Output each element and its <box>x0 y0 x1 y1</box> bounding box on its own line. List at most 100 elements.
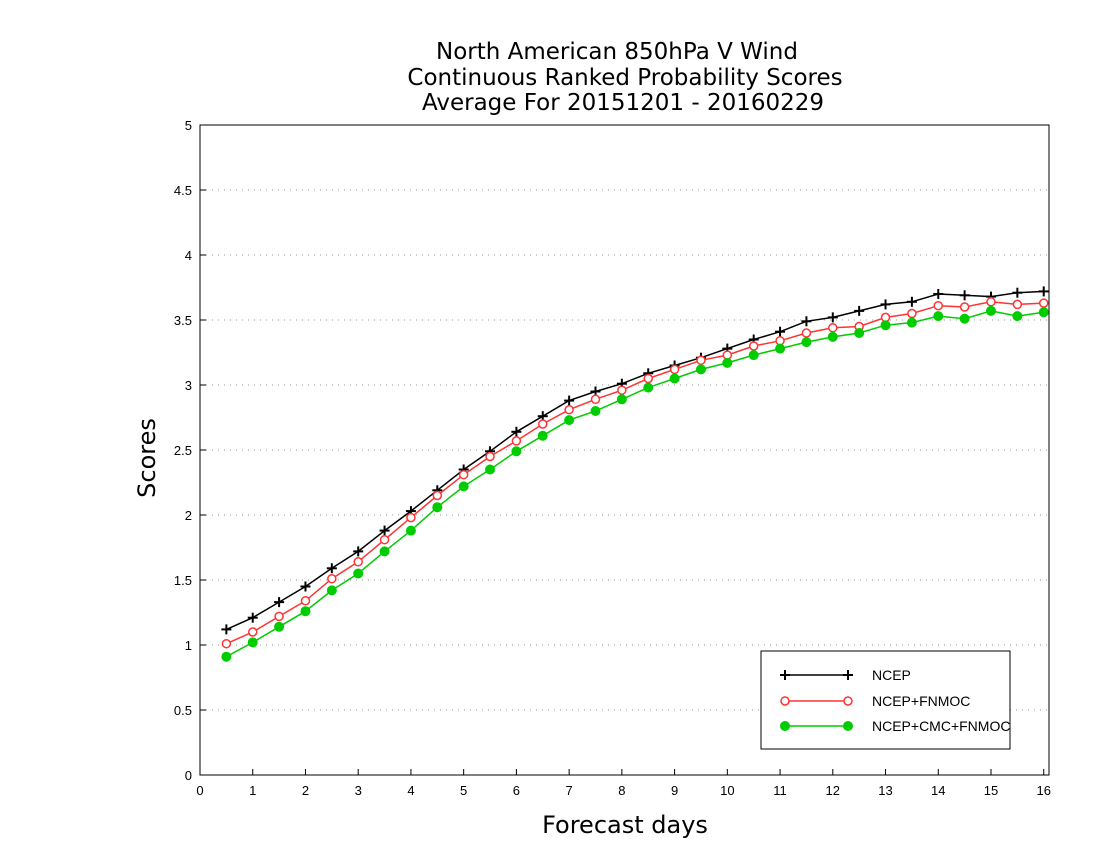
data-point <box>458 469 469 480</box>
y-tick-label: 4.5 <box>174 183 192 198</box>
data-point <box>564 415 575 426</box>
data-point <box>327 573 337 584</box>
x-tick-label: 13 <box>878 783 892 798</box>
data-point <box>537 430 548 441</box>
data-point <box>300 596 311 606</box>
data-point <box>353 568 364 579</box>
title-line-1: North American 850hPa V Wind <box>436 39 798 65</box>
y-tick-label: 2 <box>185 508 192 523</box>
data-point <box>775 326 786 337</box>
data-point <box>959 313 970 324</box>
data-point <box>617 385 627 395</box>
y-tick-label: 5 <box>185 118 192 133</box>
data-point <box>827 312 838 323</box>
x-axis-label: Forecast days <box>542 811 708 839</box>
data-point <box>616 394 627 405</box>
x-tick-label: 3 <box>355 783 362 798</box>
data-point <box>379 525 390 536</box>
data-point <box>564 404 574 415</box>
y-tick-label: 1 <box>185 638 192 653</box>
data-point <box>801 316 812 327</box>
data-point <box>985 305 996 316</box>
data-point <box>247 612 258 623</box>
y-tick-label: 0.5 <box>174 703 192 718</box>
data-point <box>485 464 496 475</box>
data-point <box>379 534 390 545</box>
data-point <box>880 299 891 310</box>
data-point <box>406 512 416 523</box>
data-point <box>748 350 759 361</box>
chart-title: North American 850hPa V Wind Continuous … <box>407 39 842 116</box>
x-tick-label: 4 <box>407 783 414 798</box>
data-point <box>274 611 284 622</box>
x-tick-label: 14 <box>931 783 945 798</box>
x-tick-label: 1 <box>249 783 256 798</box>
x-tick-label: 2 <box>302 783 309 798</box>
x-tick-label: 15 <box>984 783 998 798</box>
data-point <box>906 317 917 328</box>
gridlines <box>200 189 1049 711</box>
data-point <box>379 546 390 557</box>
data-point <box>854 305 865 316</box>
data-point <box>1012 299 1023 310</box>
data-point <box>986 297 996 307</box>
data-point <box>590 406 601 416</box>
data-point <box>274 621 285 632</box>
data-point <box>828 323 838 333</box>
legend: NCEP NCEP+FNMOC NCEP+CMC+FNMOC <box>760 650 1011 750</box>
data-point <box>326 585 337 596</box>
data-point <box>1012 287 1023 298</box>
legend-marker <box>843 696 853 706</box>
data-point <box>485 451 495 462</box>
data-point <box>775 336 785 346</box>
data-point <box>511 426 522 437</box>
data-point <box>669 364 680 375</box>
data-point <box>590 394 601 405</box>
data-point <box>959 290 970 301</box>
x-tick-label: 8 <box>618 783 625 798</box>
data-point <box>247 637 258 648</box>
data-point <box>300 606 311 617</box>
title-line-3: Average For 20151201 - 20160229 <box>422 90 824 116</box>
data-point <box>880 320 891 331</box>
data-point <box>775 343 786 354</box>
x-tick-label: 16 <box>1036 783 1050 798</box>
data-point <box>538 419 548 429</box>
y-tick-label: 2.5 <box>174 443 192 458</box>
x-tick-label: 12 <box>826 783 840 798</box>
data-point <box>432 502 443 513</box>
data-point <box>643 382 654 393</box>
x-tick-label: 6 <box>513 783 520 798</box>
data-point <box>933 289 944 299</box>
y-tick-label: 0 <box>185 768 192 783</box>
data-point <box>326 563 337 574</box>
title-line-2: Continuous Ranked Probability Scores <box>407 65 842 91</box>
x-tick-label: 5 <box>460 783 467 798</box>
data-point <box>274 597 285 608</box>
data-point <box>1038 298 1049 308</box>
data-point <box>221 638 232 649</box>
data-point <box>1038 307 1049 318</box>
data-point <box>696 355 706 366</box>
series-2 <box>221 305 1049 662</box>
data-point <box>695 364 706 375</box>
data-point <box>432 490 443 501</box>
data-point <box>353 557 363 567</box>
x-tick-label: 7 <box>566 783 573 798</box>
y-tick-label: 1.5 <box>174 573 192 588</box>
data-point <box>722 357 733 368</box>
data-point <box>221 624 232 635</box>
series-1 <box>221 297 1049 649</box>
data-point <box>933 300 944 311</box>
y-axis-label: Scores <box>133 418 161 498</box>
x-tick-label: 10 <box>720 783 734 798</box>
series-line <box>226 310 1044 658</box>
data-point <box>353 546 364 557</box>
legend-label: NCEP+FNMOC <box>872 693 970 709</box>
data-point <box>564 395 575 406</box>
data-point <box>907 308 917 319</box>
data-point <box>458 481 469 492</box>
data-point <box>300 581 311 592</box>
data-point <box>1038 286 1049 297</box>
